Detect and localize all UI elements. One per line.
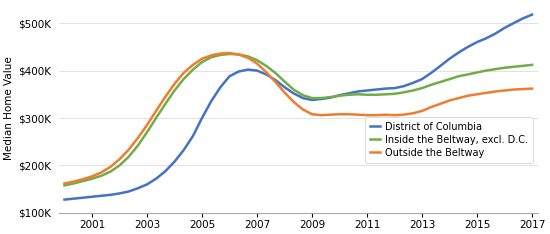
District of Columbia [281,86,288,89]
Line: Inside the Beltway, excl. D.C.: Inside the Beltway, excl. D.C. [64,54,532,185]
Outside the Beltway [290,100,297,103]
District of Columbia [345,92,352,95]
Line: Outside the Beltway: Outside the Beltway [64,53,532,183]
Inside the Beltway, excl. D.C. [501,66,508,69]
Outside the Beltway [226,52,233,55]
Inside the Beltway, excl. D.C. [226,53,233,55]
Inside the Beltway, excl. D.C. [235,53,242,56]
Inside the Beltway, excl. D.C. [373,93,380,96]
District of Columbia [492,32,499,35]
District of Columbia [98,194,104,197]
District of Columbia [364,89,370,92]
Inside the Beltway, excl. D.C. [355,93,361,96]
Outside the Beltway [61,182,68,185]
Y-axis label: Median Home Value: Median Home Value [4,57,14,160]
Outside the Beltway [501,89,508,92]
Outside the Beltway [98,171,104,174]
Outside the Beltway [373,114,380,117]
District of Columbia [61,198,68,201]
Inside the Beltway, excl. D.C. [98,175,104,177]
Inside the Beltway, excl. D.C. [290,88,297,91]
District of Columbia [226,75,233,78]
Inside the Beltway, excl. D.C. [61,184,68,187]
Outside the Beltway [235,53,242,56]
Line: District of Columbia: District of Columbia [64,15,532,200]
District of Columbia [529,13,535,16]
Outside the Beltway [529,87,535,90]
Inside the Beltway, excl. D.C. [529,63,535,66]
Outside the Beltway [355,113,361,116]
Legend: District of Columbia, Inside the Beltway, excl. D.C., Outside the Beltway: District of Columbia, Inside the Beltway… [365,117,533,163]
